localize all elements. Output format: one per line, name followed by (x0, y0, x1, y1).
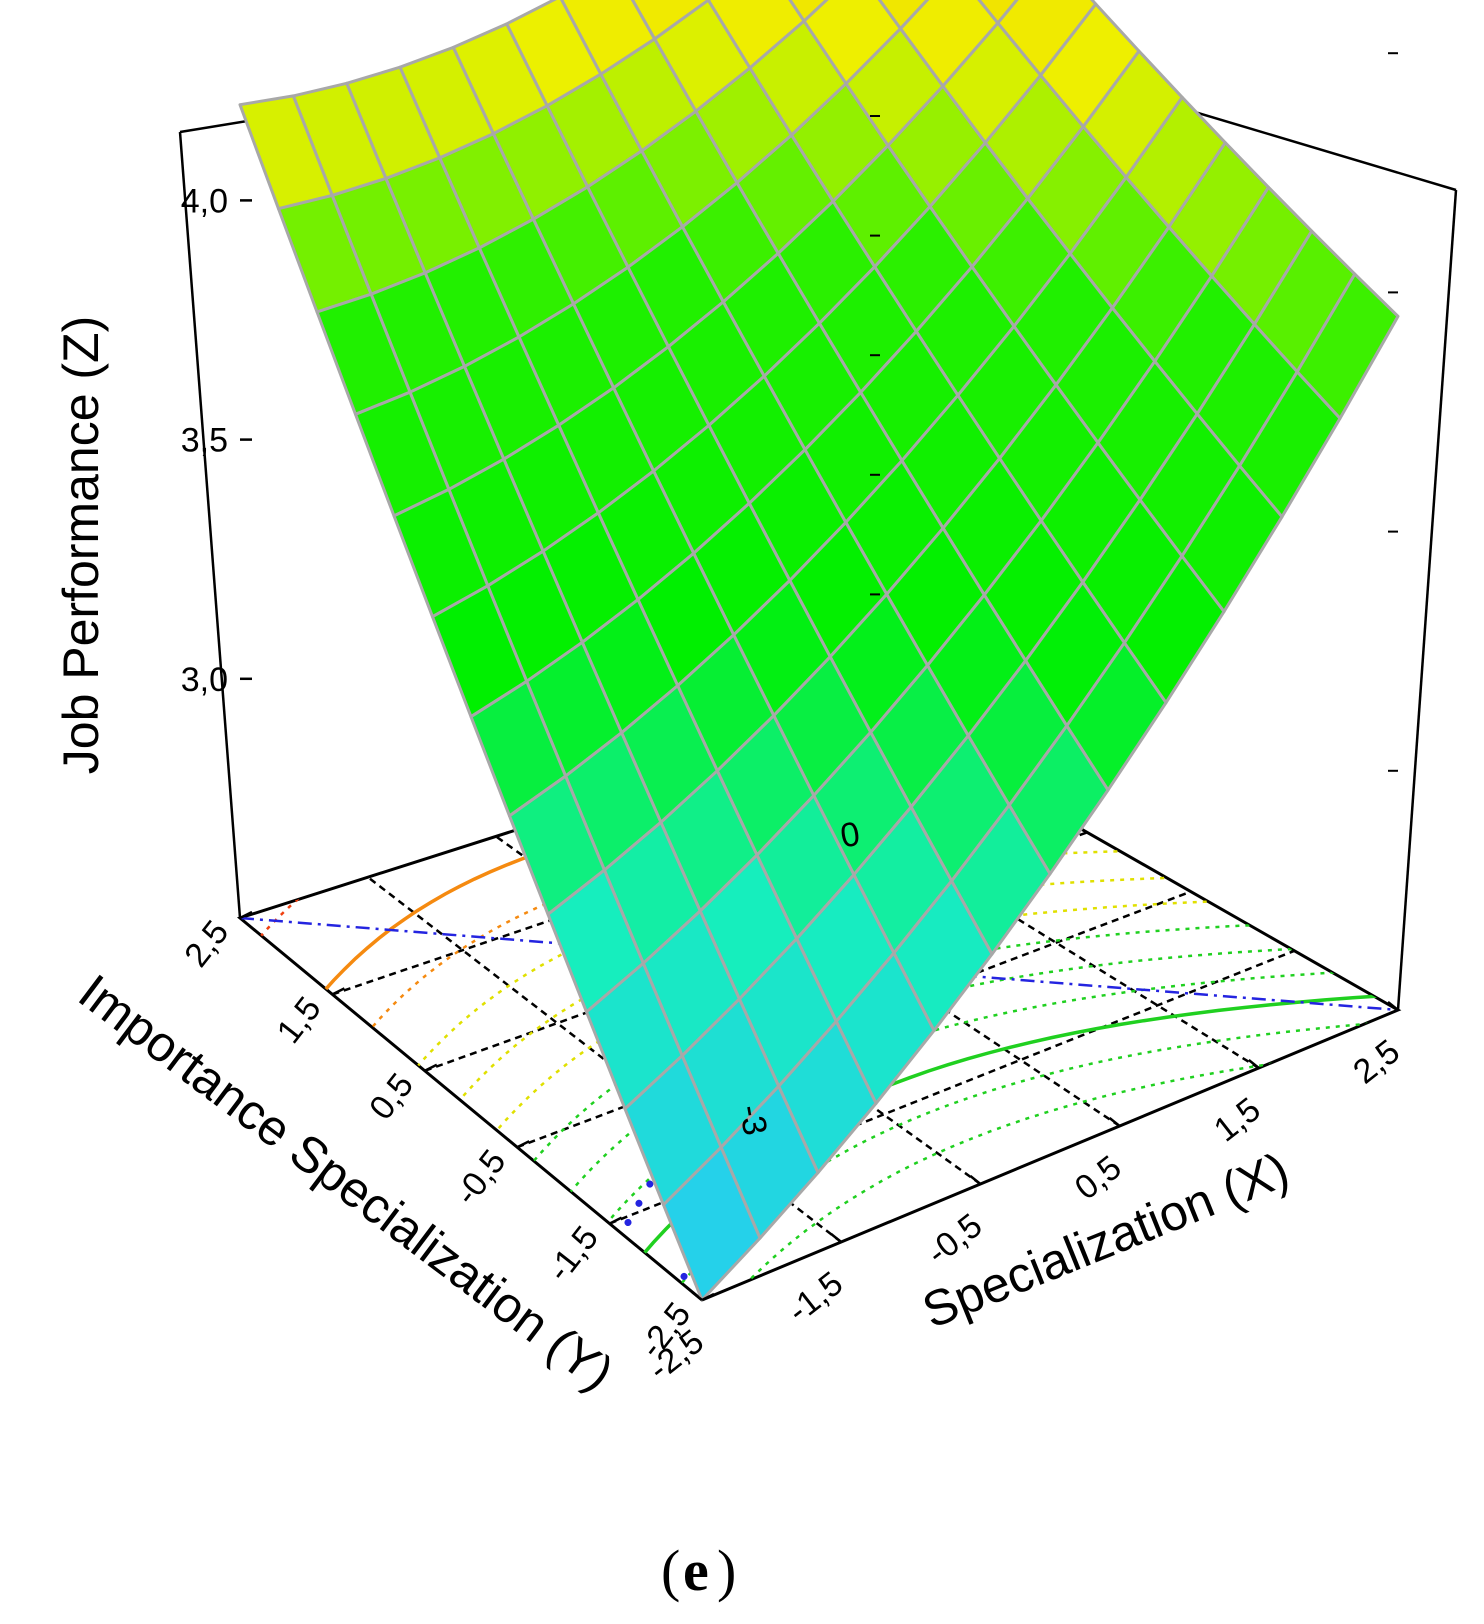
x-tick-mark (1387, 1001, 1399, 1011)
floor-label-far: -3 (731, 1102, 774, 1138)
x-tick-mark (830, 1233, 842, 1243)
response-surface (238, 0, 1400, 1302)
x-tick-label: 0,5 (1068, 1148, 1129, 1207)
floor-grid-line-y (331, 772, 985, 996)
z-axis-title: Job Performance (Z) (53, 316, 109, 774)
back-right-vertical-edge (1396, 189, 1458, 1011)
panel-label: ( e ) (661, 1538, 736, 1603)
panel-open-paren: ( (661, 1538, 680, 1603)
x-tick-mark (1108, 1117, 1121, 1127)
y-tick-label: -0,5 (447, 1143, 513, 1213)
z-axis-ticks: 3,03,54,04,55,0 (181, 182, 252, 699)
x-tick-mark (1248, 1059, 1260, 1069)
y-tick-mark (701, 1292, 715, 1302)
x-tick-mark (969, 1175, 982, 1185)
surface-patch (788, 0, 829, 23)
panel-close-paren: ) (717, 1538, 736, 1603)
x-tick-label: 1,5 (1207, 1090, 1268, 1149)
back-left-vertical-edge (178, 131, 242, 919)
z-axis-back-ticks (870, 52, 1398, 772)
panel-letter: e (683, 1538, 709, 1603)
y-tick-mark (424, 1063, 438, 1072)
y-tick-label: 2,5 (177, 914, 236, 975)
y-tick-mark (609, 1216, 623, 1225)
x-tick-mark (691, 1291, 703, 1301)
y-tick-mark (516, 1140, 530, 1149)
surface-patch (662, 1145, 762, 1302)
y-tick-label: -1,5 (540, 1219, 606, 1289)
y-tick-mark (239, 910, 253, 920)
z-tick-label: 3,5 (181, 422, 228, 460)
x-tick-label: 2,5 (1346, 1032, 1407, 1091)
y-tick-label: 0,5 (362, 1066, 421, 1127)
y-tick-label: 1,5 (270, 990, 329, 1051)
floor-contour-line (610, 1027, 1398, 1300)
y-tick-mark (331, 987, 345, 996)
z-tick-label: 4,0 (181, 182, 228, 220)
x-tick-label: -1,5 (781, 1264, 851, 1330)
z-tick-label: 3,0 (181, 661, 228, 699)
